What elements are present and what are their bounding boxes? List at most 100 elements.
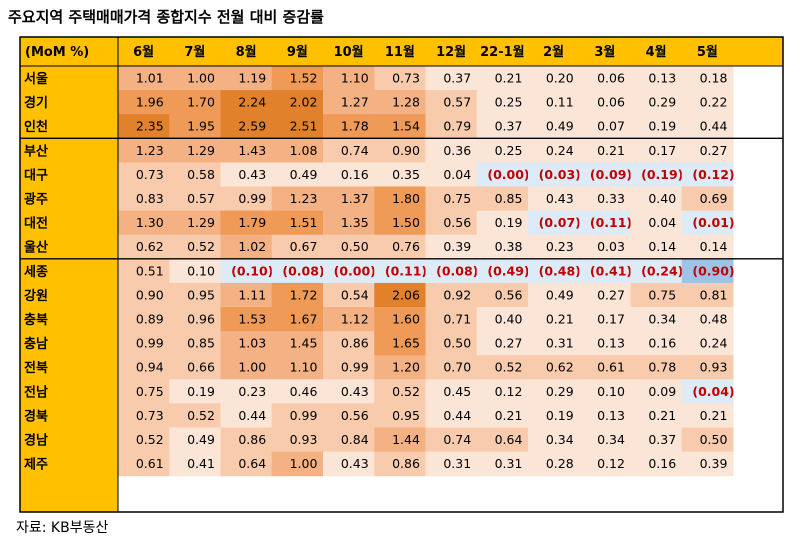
heat-cell [681,331,734,356]
heat-cell [271,90,324,115]
heat-cell [169,186,221,212]
heat-cell [374,234,426,260]
cell-value: 0.27 [597,287,625,302]
cell-value: 0.17 [648,143,676,158]
cell-value: 1.00 [290,456,318,471]
cell-value: 0.62 [546,360,574,375]
cell-value: 1.10 [341,71,369,86]
cell-value: 0.21 [495,408,523,423]
heat-cell [425,234,478,260]
heat-cell [323,66,375,91]
table-border [19,36,784,513]
cell-value: 0.37 [648,432,676,447]
heat-cell [220,379,273,404]
cell-value: (0.01) [692,215,734,230]
heat-cell [630,258,683,284]
cell-value: 0.43 [238,167,266,182]
cell-value: 0.16 [648,336,676,351]
heat-cell [681,66,734,91]
heat-cell [528,90,580,115]
heat-cell [271,307,324,332]
cell-value: 0.34 [546,432,574,447]
heat-cell [118,307,170,332]
column-header: 6월 [133,44,154,60]
heat-cell [630,307,683,332]
heat-cell [169,162,221,187]
cell-value: 0.04 [443,167,471,182]
heat-cell [425,162,478,187]
cell-value: 1.19 [238,71,266,86]
heat-cell [528,307,580,332]
heat-cell [323,427,375,453]
heat-cell [271,427,324,453]
heat-cell [630,66,683,91]
cell-value: 0.21 [546,312,574,327]
cell-value: 1.35 [341,215,369,230]
cell-value: 0.13 [648,71,676,86]
region-column [20,37,118,512]
heat-cell [528,162,580,187]
heat-cell [271,162,324,187]
cell-value: (0.48) [539,263,581,278]
cell-value: 0.86 [341,336,369,351]
heat-cell [374,258,426,284]
heat-cell [220,162,273,187]
cell-value: 0.74 [443,432,471,447]
cell-value: 0.10 [187,263,215,278]
column-header: 9월 [287,44,308,60]
cell-value: 0.78 [648,360,676,375]
heat-cell [374,307,426,332]
cell-value: 0.56 [495,287,523,302]
cell-value: 0.49 [546,119,574,134]
cell-value: 0.79 [443,119,471,134]
heat-cell [681,186,734,212]
cell-value: 1.29 [187,143,215,158]
cell-value: 1.65 [392,336,420,351]
cell-value: 0.57 [443,95,471,110]
heat-cell [476,186,529,212]
cell-value: 0.93 [290,432,318,447]
cell-value: 0.39 [700,456,728,471]
heat-cell [476,451,529,477]
heat-cell [681,451,734,477]
header-band [20,37,783,66]
cell-value: 1.52 [290,71,318,86]
cell-value: 1.54 [392,119,420,134]
cell-value: 0.21 [700,408,728,423]
cell-value: 0.93 [700,360,728,375]
heat-cell [169,90,221,115]
heat-cell [271,355,324,380]
heat-cell [374,210,426,236]
heat-cell [681,234,734,260]
cell-value: 1.79 [238,215,266,230]
cell-value: 0.12 [597,456,625,471]
cell-value: 1.67 [290,312,318,327]
cell-value: 0.50 [700,432,728,447]
heat-cell [425,331,478,356]
cell-value: 0.28 [546,456,574,471]
column-header: 2월 [543,44,564,60]
cell-value: 0.56 [341,408,369,423]
heat-cell [374,427,426,453]
heat-cell [579,282,631,308]
cell-value: 0.09 [648,384,676,399]
heat-cell [528,66,580,91]
cell-value: 0.66 [187,360,215,375]
heat-cell [630,451,683,477]
cell-value: 0.06 [597,95,625,110]
heat-cell [630,114,683,139]
cell-value: 0.56 [443,215,471,230]
heat-cell [220,186,273,212]
row-label: 충북 [24,312,48,328]
cell-value: 1.30 [136,215,164,230]
cell-value: 0.29 [546,384,574,399]
column-header: 22-1월 [480,44,525,60]
cell-value: 1.00 [187,71,215,86]
cell-value: 0.18 [700,71,728,86]
cell-value: 0.20 [546,71,574,86]
heat-cell [476,234,529,260]
cell-value: 2.35 [136,119,164,134]
heat-cell [528,282,580,308]
cell-value: 0.58 [187,167,215,182]
